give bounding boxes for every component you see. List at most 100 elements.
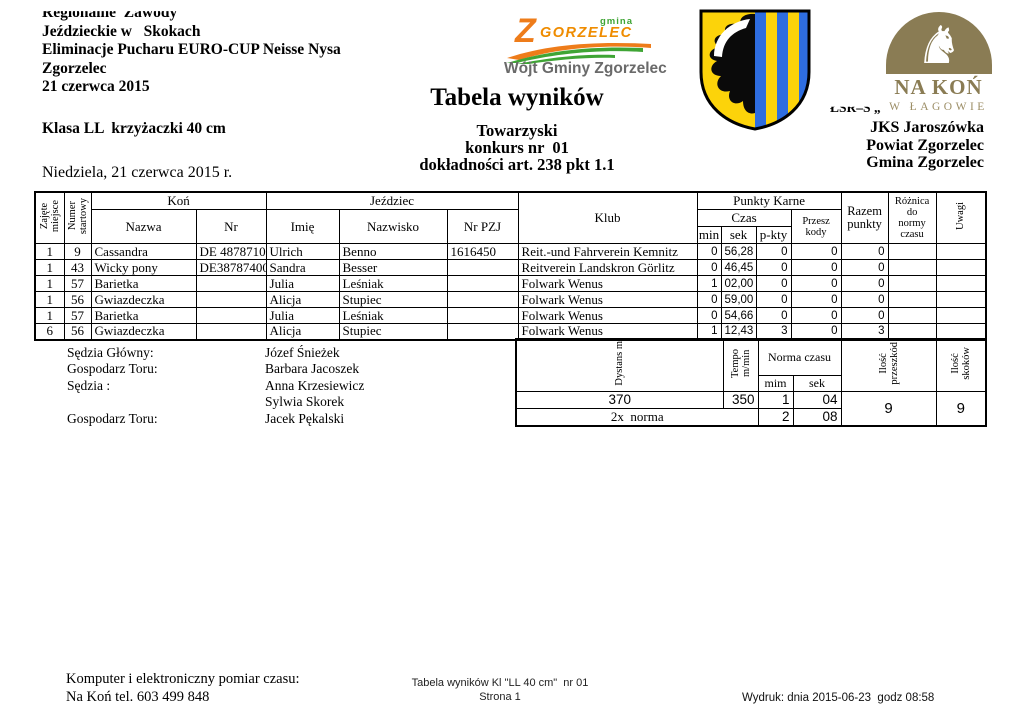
- official-row: Sędzia : Anna Krzesiewicz: [67, 378, 364, 394]
- col-place-label: Zajęte miejsce: [38, 199, 61, 233]
- timing-credit-line: Na Koń tel. 603 499 848: [66, 689, 210, 705]
- last-name-cell: Stupiec: [338, 291, 448, 308]
- przesz-cell: 0: [790, 275, 842, 292]
- przesz-cell: 0: [790, 259, 842, 276]
- col-last-name: Nazwisko: [338, 209, 448, 244]
- place-cell: 1: [34, 291, 65, 308]
- col-jump-count: Ilość skoków: [935, 338, 987, 392]
- coat-of-arms-icon: [699, 9, 811, 131]
- na-kon-subtitle: W ŁAGOWIE: [889, 101, 988, 113]
- club-cell: Reit.-und Fahrverein Kemnitz: [517, 243, 698, 260]
- club-cell: Folwark Wenus: [517, 307, 698, 324]
- event-title-line: 21 czerwca 2015: [42, 78, 150, 96]
- event-title-block: Regionalne Zawody Jeździeckie w Skokach …: [42, 4, 341, 97]
- col-norm-sek: sek: [792, 374, 842, 392]
- sek-cell: 02,00: [720, 275, 757, 292]
- first-name-cell: Alicja: [265, 323, 340, 340]
- start-nr-cell: 56: [63, 291, 92, 308]
- organizer-block: JKS Jaroszówka Powiat Zgorzelec Gmina Zg…: [790, 119, 984, 172]
- print-timestamp: Wydruk: dnia 2015-06-23 godz 08:58: [742, 692, 935, 704]
- official-role: Sędzia :: [67, 377, 111, 393]
- result-row: 1 43 Wicky pony DE387874006 Sandra Besse…: [34, 259, 987, 276]
- roznica-cell: [887, 307, 937, 324]
- pzj-cell: [446, 323, 519, 340]
- footer-page-number: Strona 1: [479, 691, 521, 703]
- col-tempo-label: Tempo m/min: [729, 348, 752, 378]
- start-nr-cell: 57: [63, 307, 92, 324]
- col-obstacle-count-label: Ilość przeszkód: [877, 341, 900, 385]
- last-name-cell: Besser: [338, 259, 448, 276]
- pzj-cell: [446, 259, 519, 276]
- place-cell: 6: [34, 323, 65, 340]
- col-horse-group: Koń: [90, 191, 267, 210]
- official-role: Gospodarz Toru:: [67, 361, 158, 377]
- place-cell: 1: [34, 243, 65, 260]
- last-name-cell: Leśniak: [338, 307, 448, 324]
- col-rider-group: Jeździec: [265, 191, 519, 210]
- col-min: min: [696, 226, 722, 244]
- col-remarks-label: Uwagi: [955, 202, 967, 230]
- roznica-cell: [887, 243, 937, 260]
- horse-nr-cell: [195, 307, 267, 324]
- last-name-cell: Benno: [338, 243, 448, 260]
- place-cell: 1: [34, 275, 65, 292]
- horse-nr-cell: DE387874006: [195, 259, 267, 276]
- tempo-value: 350: [722, 390, 759, 409]
- official-role: Sędzia Główny:: [67, 345, 154, 360]
- distance-value: 370: [515, 390, 724, 409]
- official-name: Anna Krzesiewicz: [265, 377, 365, 393]
- col-sek: sek: [720, 226, 757, 244]
- competition-rules: dokładności art. 238 pkt 1.1: [419, 155, 615, 174]
- start-nr-cell: 56: [63, 323, 92, 340]
- sek-cell: 59,00: [720, 291, 757, 308]
- razem-cell: 0: [840, 259, 889, 276]
- col-penalty-group: Punkty Karne: [696, 191, 842, 210]
- club-cell: Folwark Wenus: [517, 291, 698, 308]
- result-row: 1 56 Gwiazdeczka Alicja Stupiec Folwark …: [34, 291, 987, 308]
- double-norm-min-value: 2: [757, 407, 794, 426]
- col-start-nr-label: Numer startowy: [66, 197, 89, 235]
- official-role: [67, 394, 265, 410]
- place-cell: 1: [34, 259, 65, 276]
- organizer-line: JKS Jaroszówka: [870, 119, 984, 136]
- przesz-cell: 0: [790, 243, 842, 260]
- na-kon-dome: ♞: [885, 12, 992, 76]
- min-cell: 0: [696, 291, 722, 308]
- col-pzj-nr: Nr PZJ: [446, 209, 519, 244]
- timing-credit-line: Komputer i elektroniczny pomiar czasu:: [66, 671, 300, 687]
- start-nr-cell: 9: [63, 243, 92, 260]
- pzj-cell: 1616450: [446, 243, 519, 260]
- event-title-line: Regionalne Zawody: [42, 4, 178, 21]
- pkty-cell: 0: [755, 291, 792, 308]
- logo-z-letter: Z: [515, 12, 536, 50]
- official-name: Sylwia Skorek: [265, 394, 345, 410]
- horse-name-cell: Barietka: [90, 307, 197, 324]
- roznica-cell: [887, 259, 937, 276]
- horse-nr-cell: [195, 275, 267, 292]
- col-tempo: Tempo m/min: [722, 338, 759, 392]
- roznica-cell: [887, 275, 937, 292]
- przesz-cell: 0: [790, 291, 842, 308]
- page-title: Tabela wyników: [430, 84, 604, 111]
- col-pkty: p-kty: [755, 226, 792, 244]
- event-title-line: Jeździeckie w Skokach: [42, 22, 201, 40]
- col-obstacle-count: Ilość przeszkód: [840, 338, 937, 392]
- pzj-cell: [446, 275, 519, 292]
- logo-gorzelec-label: GORZELEC: [540, 25, 633, 41]
- horse-nr-cell: [195, 291, 267, 308]
- first-name-cell: Julia: [265, 275, 340, 292]
- result-row: 1 57 Barietka Julia Leśniak Folwark Wenu…: [34, 307, 987, 324]
- start-nr-cell: 43: [63, 259, 92, 276]
- col-norm-min: mim: [757, 374, 794, 392]
- col-time-diff: Różnica do normy czasu: [887, 191, 937, 244]
- horse-name-cell: Cassandra: [90, 243, 197, 260]
- obstacle-count-value: 9: [840, 390, 937, 426]
- result-row: 1 57 Barietka Julia Leśniak Folwark Wenu…: [34, 275, 987, 292]
- roznica-cell: [887, 291, 937, 308]
- gmina-label: gmina: [600, 16, 633, 27]
- club-cell: Folwark Wenus: [517, 275, 698, 292]
- col-first-name: Imię: [265, 209, 340, 244]
- official-name: Jacek Pękalski: [265, 410, 345, 426]
- horse-name-cell: Wicky pony: [90, 259, 197, 276]
- logo-caption: Wójt Gminy Zgorzelec: [504, 60, 667, 77]
